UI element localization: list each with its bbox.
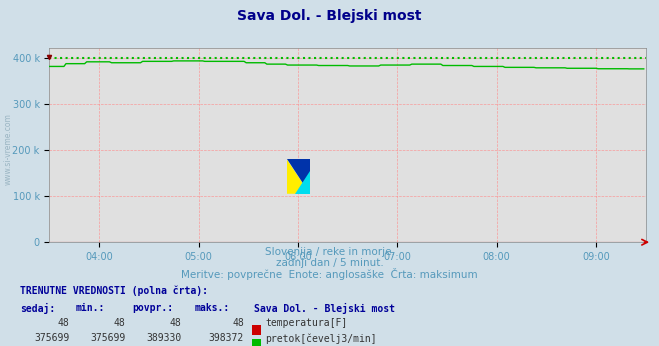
Text: zadnji dan / 5 minut.: zadnji dan / 5 minut. xyxy=(275,258,384,268)
Text: temperatura[F]: temperatura[F] xyxy=(266,318,348,328)
Text: maks.:: maks.: xyxy=(194,303,229,313)
Text: pretok[čevelj3/min]: pretok[čevelj3/min] xyxy=(266,333,377,344)
Text: 48: 48 xyxy=(113,318,125,328)
Text: sedaj:: sedaj: xyxy=(20,303,55,315)
Polygon shape xyxy=(287,159,310,194)
Text: 48: 48 xyxy=(169,318,181,328)
Text: 48: 48 xyxy=(232,318,244,328)
Text: Sava Dol. - Blejski most: Sava Dol. - Blejski most xyxy=(254,303,395,315)
Text: povpr.:: povpr.: xyxy=(132,303,173,313)
Text: 398372: 398372 xyxy=(209,333,244,343)
Text: min.:: min.: xyxy=(76,303,105,313)
Text: 48: 48 xyxy=(57,318,69,328)
Text: 375699: 375699 xyxy=(34,333,69,343)
Text: Sava Dol. - Blejski most: Sava Dol. - Blejski most xyxy=(237,9,422,22)
Text: 375699: 375699 xyxy=(90,333,125,343)
Text: 389330: 389330 xyxy=(146,333,181,343)
Text: TRENUTNE VREDNOSTI (polna črta):: TRENUTNE VREDNOSTI (polna črta): xyxy=(20,285,208,296)
Polygon shape xyxy=(287,159,310,194)
Text: Meritve: povprečne  Enote: anglosaške  Črta: maksimum: Meritve: povprečne Enote: anglosaške Črt… xyxy=(181,268,478,280)
Text: www.si-vreme.com: www.si-vreme.com xyxy=(3,113,13,185)
Polygon shape xyxy=(295,171,310,194)
Text: Slovenija / reke in morje.: Slovenija / reke in morje. xyxy=(264,247,395,257)
